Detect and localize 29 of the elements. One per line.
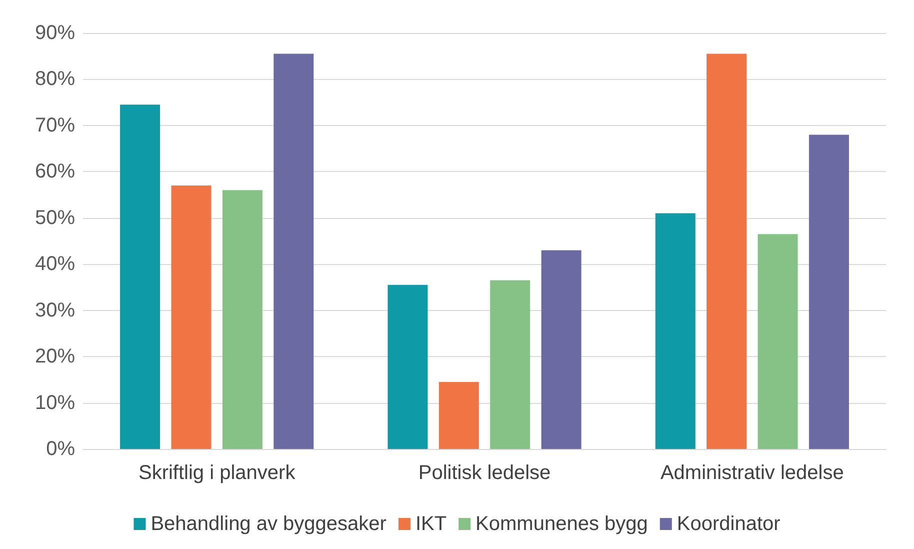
bar: [758, 234, 798, 449]
legend-label: IKT: [415, 513, 447, 535]
bar: [655, 213, 696, 449]
y-tick-label: 10%: [34, 392, 76, 414]
legend-label: Kommunenes bygg: [476, 513, 648, 535]
y-tick-label: 70%: [34, 114, 76, 136]
x-tick-label: Administrativ ledelse: [660, 462, 844, 484]
x-tick-label: Politisk ledelse: [418, 462, 551, 484]
y-tick-label: 20%: [34, 346, 76, 368]
y-tick-label: 50%: [34, 206, 76, 229]
bar: [274, 54, 314, 449]
bar: [388, 284, 428, 449]
legend-label: Behandling av byggesaker: [150, 513, 387, 535]
y-tick-label: 0%: [46, 438, 76, 460]
bar: [171, 186, 212, 449]
y-tick-label: 80%: [34, 68, 76, 90]
legend-label: Koordinator: [676, 513, 781, 535]
bar: [490, 280, 530, 449]
y-tick-label: 60%: [34, 160, 76, 183]
bar: [541, 250, 582, 449]
bar: [808, 134, 849, 449]
bar: [706, 54, 747, 449]
bar: [120, 104, 160, 449]
bar: [438, 382, 479, 449]
y-tick-label: 30%: [34, 299, 76, 322]
y-tick-label: 90%: [34, 22, 76, 44]
x-tick-label: Skriftlig i planverk: [138, 462, 296, 484]
bar: [222, 190, 262, 449]
y-tick-label: 40%: [34, 253, 76, 276]
